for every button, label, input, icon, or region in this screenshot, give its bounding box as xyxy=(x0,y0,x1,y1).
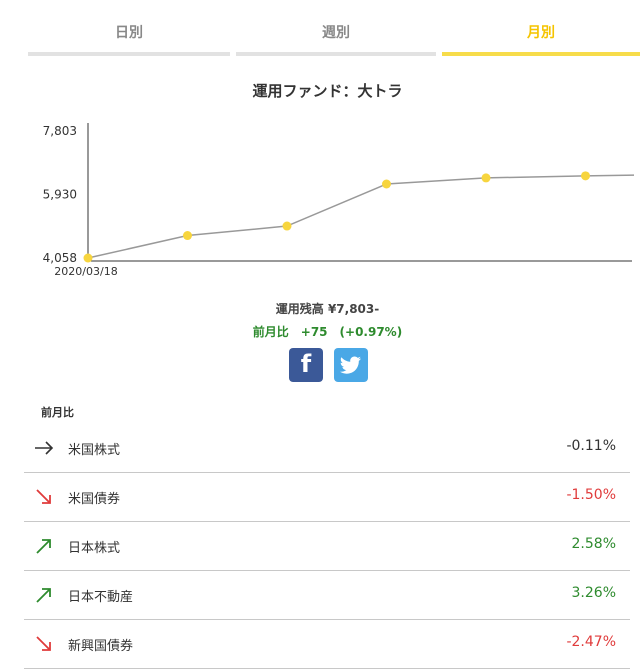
y-tick-label: 5,930 xyxy=(43,188,77,202)
list-item: 新興国債券 -2.47% xyxy=(24,620,630,669)
y-tick-label: 4,058 xyxy=(43,251,77,265)
asset-name: 日本不動産 xyxy=(68,590,134,605)
tab-daily[interactable]: 日別 xyxy=(28,0,230,58)
facebook-icon: f xyxy=(300,350,312,378)
data-point xyxy=(183,231,192,241)
period-tabs: 日別 週別 月別 xyxy=(0,0,640,58)
data-point xyxy=(282,221,292,231)
arrow-right-icon xyxy=(34,438,54,458)
facebook-share-button[interactable]: f xyxy=(289,348,323,382)
list-item: 日本株式 2.58% xyxy=(24,522,630,571)
data-point xyxy=(581,171,590,181)
y-tick-label: 7,803 xyxy=(43,124,77,138)
list-item: 米国株式 -0.11% xyxy=(24,424,630,473)
data-point xyxy=(382,179,391,189)
x-tick-label: 2020/03/18 xyxy=(54,265,117,278)
asset-change: 2.58% xyxy=(571,536,616,552)
data-point xyxy=(83,253,93,263)
asset-change: -2.47% xyxy=(566,634,616,650)
tab-daily-underline xyxy=(28,52,230,56)
section-label-monthly-change: 前月比 xyxy=(41,406,74,419)
asset-name: 米国株式 xyxy=(68,443,121,458)
asset-change: -1.50% xyxy=(566,487,616,503)
tab-weekly-label: 週別 xyxy=(322,25,350,41)
asset-name: 日本株式 xyxy=(68,541,121,556)
tab-monthly-label: 月別 xyxy=(527,25,555,41)
asset-change: -0.11% xyxy=(566,438,616,454)
list-item: 日本不動産 3.26% xyxy=(24,571,630,620)
asset-change: 3.26% xyxy=(571,585,616,601)
data-point xyxy=(481,173,491,183)
twitter-share-button[interactable] xyxy=(334,348,368,382)
series-line xyxy=(87,174,635,259)
list-item: 米国債券 -1.50% xyxy=(24,473,630,522)
fund-title: 運用ファンド：大トラ xyxy=(252,82,403,100)
tab-monthly-underline xyxy=(442,52,640,56)
tab-weekly-underline xyxy=(236,52,436,56)
twitter-icon xyxy=(340,356,361,374)
balance-line-chart: 4,058 5,930 7,803 2020/03/18 xyxy=(43,123,635,278)
balance-text: 運用残高 ¥7,803- xyxy=(275,302,380,316)
asset-name: 新興国債券 xyxy=(68,639,134,654)
arrow-up-right-icon xyxy=(34,536,54,556)
tab-monthly[interactable]: 月別 xyxy=(442,0,640,58)
summary: 運用残高 ¥7,803- 前月比 +75 (+0.97%) xyxy=(0,300,640,340)
asset-change-list: 米国株式 -0.11% 米国債券 -1.50% 日本株式 2.58% 日本不動産 3.26% 新… xyxy=(24,424,630,669)
arrow-up-right-icon xyxy=(34,585,54,605)
change-text: 前月比 +75 (+0.97%) xyxy=(252,325,403,339)
tab-weekly[interactable]: 週別 xyxy=(236,0,436,58)
tab-daily-label: 日別 xyxy=(115,25,143,41)
arrow-down-right-icon xyxy=(34,634,54,654)
asset-name: 米国債券 xyxy=(68,492,121,507)
arrow-down-right-icon xyxy=(34,487,54,507)
